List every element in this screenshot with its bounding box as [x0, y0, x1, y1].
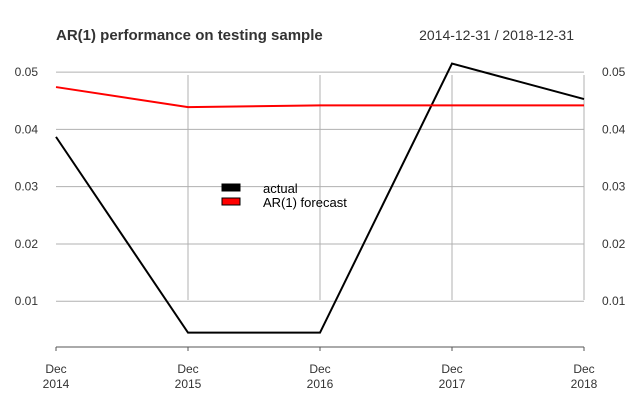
y-tick-label: 0.05 [15, 65, 39, 79]
y-axis-right: 0.01 0.02 0.03 0.04 0.05 [602, 65, 626, 308]
legend-swatch [221, 183, 241, 192]
grid [56, 71, 585, 302]
x-tick-label: Dec 2017 [439, 362, 466, 391]
y-tick-label: 0.04 [15, 122, 39, 136]
x-axis: Dec 2014 Dec 2015 Dec 2016 Dec 2017 Dec 2018 [43, 346, 598, 391]
y-tick-label: 0.05 [602, 65, 626, 79]
y-tick-label: 0.03 [15, 180, 39, 194]
legend-label: actual [263, 181, 298, 196]
series-line-actual [55, 62, 585, 334]
y-tick-label: 0.01 [602, 294, 626, 308]
date-range: 2014-12-31 / 2018-12-31 [419, 27, 574, 43]
legend-swatch [221, 197, 241, 206]
series [55, 62, 585, 334]
y-tick-label: 0.02 [602, 237, 626, 251]
x-tick-label: Dec 2016 [307, 362, 334, 391]
y-tick-label: 0.04 [602, 122, 626, 136]
chart-title: AR(1) performance on testing sample [56, 27, 323, 44]
x-tick-label: Dec 2018 [571, 362, 598, 391]
x-tick-label: Dec 2015 [175, 362, 202, 391]
x-tick-label: Dec 2014 [43, 362, 70, 391]
y-tick-label: 0.02 [15, 237, 39, 251]
y-tick-label: 0.01 [15, 294, 39, 308]
y-axis-left: 0.01 0.02 0.03 0.04 0.05 [15, 65, 39, 308]
y-tick-label: 0.03 [602, 180, 626, 194]
series-line-forecast [55, 86, 584, 109]
legend-label: AR(1) forecast [263, 195, 347, 210]
